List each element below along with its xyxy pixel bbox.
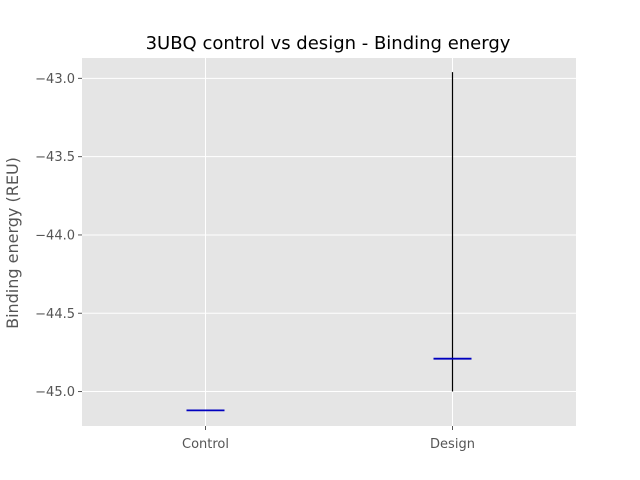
y-axis-ticks: −43.0 −43.5 −44.0 −44.5 −45.0	[35, 72, 82, 400]
y-tick-label: −44.5	[35, 307, 75, 322]
y-tick-label: −43.0	[35, 72, 75, 87]
y-tick-label: −43.5	[35, 150, 75, 165]
chart-title: 3UBQ control vs design - Binding energy	[146, 33, 511, 54]
x-tick-label: Design	[430, 437, 475, 452]
y-tick-label: −44.0	[35, 228, 75, 243]
y-axis-label: Binding energy (REU)	[3, 157, 22, 329]
y-tick-label: −45.0	[35, 385, 75, 400]
x-tick-label: Control	[182, 437, 229, 452]
plot-area	[82, 58, 576, 426]
data-marks	[186, 72, 472, 412]
x-axis-ticks: Control Design	[182, 426, 475, 452]
